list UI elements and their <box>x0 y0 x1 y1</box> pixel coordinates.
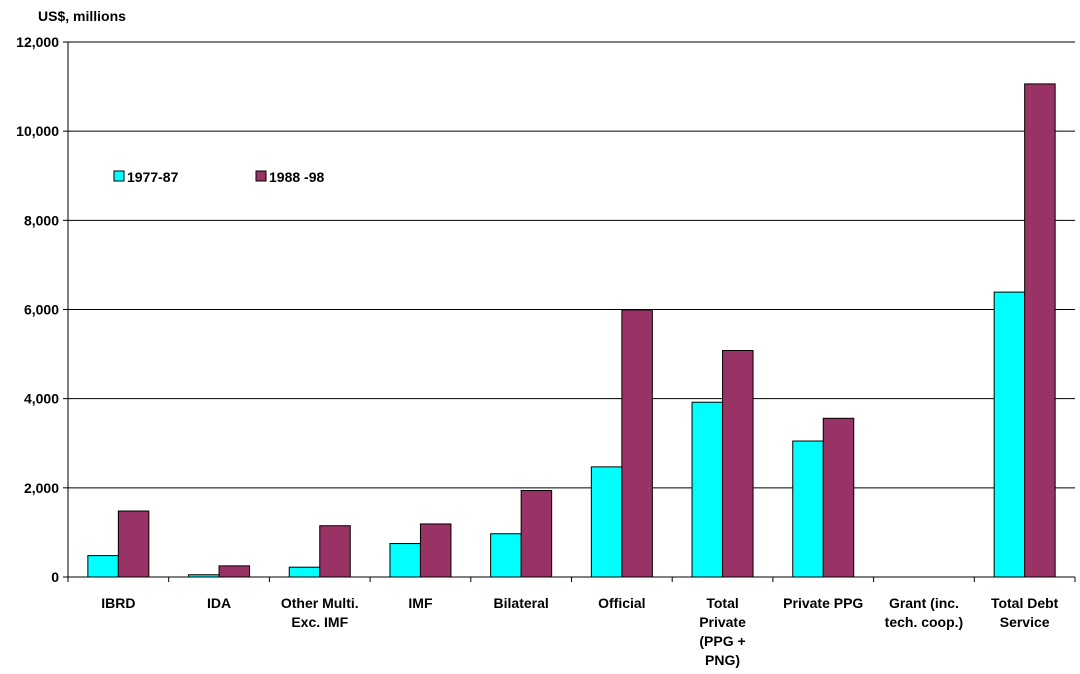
legend-label: 1988 -98 <box>269 169 324 185</box>
bar-series1 <box>993 291 1026 578</box>
bar-series2 <box>1024 83 1056 578</box>
legend-swatch <box>255 170 267 182</box>
x-tick-label: Official <box>598 595 645 611</box>
legend-label: 1977-87 <box>127 169 179 185</box>
bar-series2 <box>621 309 653 578</box>
bar-series1 <box>691 401 724 578</box>
y-tick-label: 4,000 <box>24 391 59 407</box>
x-tick-label: IBRD <box>101 595 135 611</box>
legend-swatch <box>113 170 125 182</box>
x-tick-label: IDA <box>207 595 231 611</box>
y-tick-label: 12,000 <box>16 34 59 50</box>
y-tick-label: 0 <box>51 569 59 585</box>
x-tick-labels: IBRD IDA Other Multi. Exc. IMF IMF Bilateral O… <box>101 595 1058 668</box>
x-tick-label: IMF <box>408 595 433 611</box>
x-tick-label: Bilateral <box>494 595 549 611</box>
x-tick-label: Private PPG <box>783 595 863 611</box>
y-tick-label: 10,000 <box>16 123 59 139</box>
bar-series1 <box>288 566 321 578</box>
y-tick-labels: 0 2,000 4,000 6,000 8,000 10,000 12,000 <box>16 34 59 585</box>
y-tick-label: 8,000 <box>24 212 59 228</box>
bar-series2 <box>419 523 452 578</box>
y-tick-label: 6,000 <box>24 302 59 318</box>
gridlines <box>68 41 1075 489</box>
bar-series1 <box>490 533 522 578</box>
x-tick-label: Other Multi. Exc. IMF <box>281 595 359 630</box>
bar-series1 <box>792 440 824 578</box>
bar-series2 <box>117 510 150 578</box>
bar-series2 <box>319 525 351 578</box>
bar-series2 <box>218 565 251 578</box>
bar-series2 <box>722 350 754 578</box>
legend: 1977-87 1988 -98 <box>113 169 324 185</box>
y-axis-label: US$, millions <box>38 8 126 24</box>
bars <box>87 83 1056 578</box>
bar-series1 <box>389 543 421 578</box>
axes <box>63 41 1076 582</box>
bar-series1 <box>590 466 623 578</box>
x-tick-label: Total Private (PPG + PNG) <box>699 595 746 668</box>
x-tick-label: Total Debt Service <box>991 595 1059 630</box>
bar-series2 <box>520 490 553 578</box>
y-tick-label: 2,000 <box>24 480 59 496</box>
bar-series1 <box>87 555 119 578</box>
bar-series2 <box>822 417 855 578</box>
x-tick-label: Grant (inc. tech. coop.) <box>885 595 964 630</box>
